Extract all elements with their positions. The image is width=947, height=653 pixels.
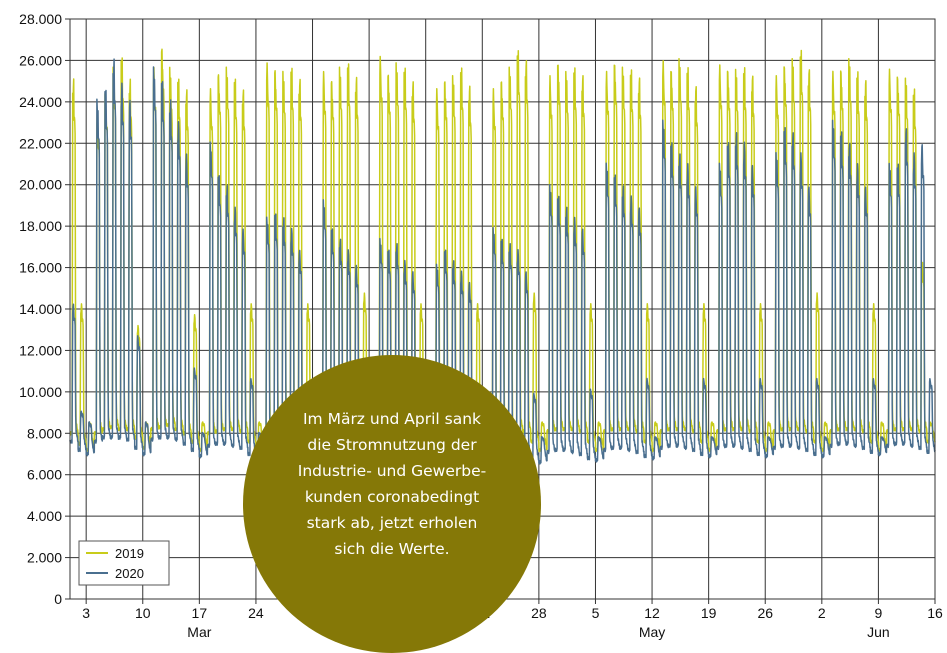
y-tick-label: 14.000 [19,301,62,317]
series-line-2019 [69,48,936,453]
y-tick-label: 12.000 [19,342,62,358]
series-layer [69,48,936,465]
y-tick-label: 8.000 [27,425,62,441]
y-tick-label: 0 [54,591,62,607]
y-tick-label: 22.000 [19,135,62,151]
x-tick-label: 19 [701,605,717,621]
y-tick-label: 6.000 [27,467,62,483]
legend-label-2020: 2020 [115,566,144,581]
x-axis: 310172431714212851219262916MarMayJun [82,599,943,640]
x-month-label: May [639,624,665,640]
x-tick-label: 17 [192,605,208,621]
y-tick-label: 28.000 [19,11,62,27]
annotation-circle: Im März und April sank die Stromnutzung … [243,355,541,653]
y-tick-label: 18.000 [19,218,62,234]
x-tick-label: 26 [757,605,773,621]
y-tick-label: 24.000 [19,94,62,110]
y-tick-label: 16.000 [19,260,62,276]
x-month-label: Jun [867,624,890,640]
x-tick-label: 24 [248,605,264,621]
y-tick-label: 4.000 [27,508,62,524]
series-line-2020 [69,58,936,465]
x-tick-label: 12 [644,605,660,621]
legend-box [78,540,170,586]
x-tick-label: 9 [875,605,883,621]
x-tick-label: 10 [135,605,151,621]
x-tick-label: 3 [82,605,90,621]
x-month-label: Mar [187,624,211,640]
annotation-text: Im März und April sank die Stromnutzung … [297,410,487,558]
legend: 2019 2020 [78,540,170,586]
x-tick-label: 2 [818,605,826,621]
legend-label-2019: 2019 [115,546,144,561]
x-tick-label: 28 [531,605,547,621]
y-tick-label: 10.000 [19,384,62,400]
y-axis: 0 2.000 4.000 6.000 8.000 10.000 12.000 14.000 1… [19,11,70,607]
x-tick-label: 5 [592,605,600,621]
y-tick-label: 20.000 [19,177,62,193]
x-tick-label: 16 [927,605,943,621]
y-tick-label: 2.000 [27,550,62,566]
y-tick-label: 26.000 [19,52,62,68]
